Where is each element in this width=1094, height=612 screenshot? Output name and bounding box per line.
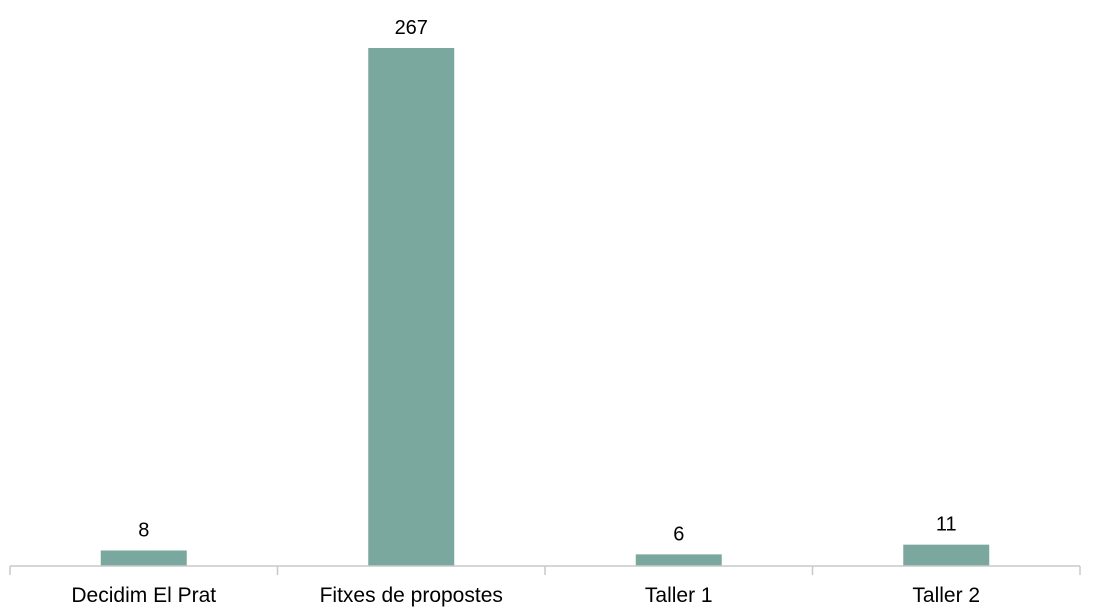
bar-taller-1 xyxy=(635,554,722,566)
category-labels-layer: Decidim El Prat Fitxes de propostes Taller… xyxy=(71,584,980,607)
data-labels-layer: 8 267 6 11 xyxy=(138,17,956,545)
data-label-taller-1: 6 xyxy=(673,523,684,545)
bar-decidim-el-prat xyxy=(100,550,187,566)
bar-fitxes-de-propostes xyxy=(368,48,455,566)
data-label-decidim-el-prat: 8 xyxy=(138,519,149,541)
category-label-taller-1: Taller 1 xyxy=(645,584,713,607)
data-label-taller-2: 11 xyxy=(936,514,957,536)
x-axis-ticks xyxy=(9,566,1081,575)
category-label-decidim-el-prat: Decidim El Prat xyxy=(71,584,216,607)
data-label-fitxes-de-propostes: 267 xyxy=(395,17,428,39)
bars-layer xyxy=(100,48,990,566)
bar-taller-2 xyxy=(903,544,990,566)
category-label-taller-2: Taller 2 xyxy=(912,584,980,607)
category-label-fitxes-de-propostes: Fitxes de propostes xyxy=(320,584,503,607)
